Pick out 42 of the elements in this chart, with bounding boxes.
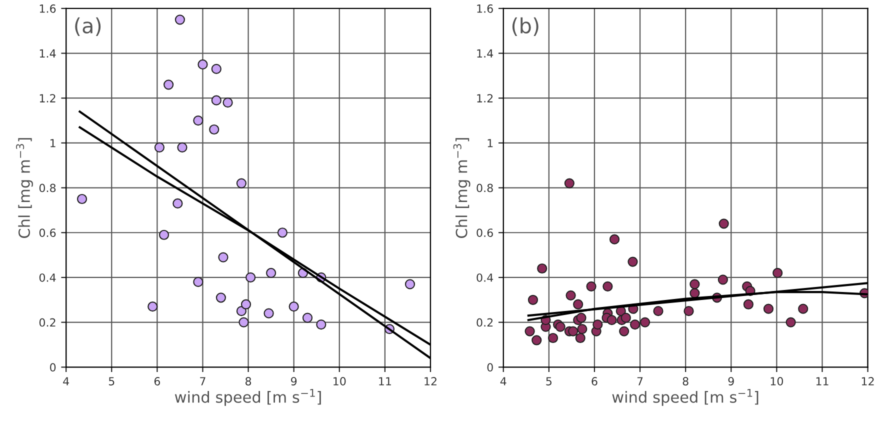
y-tick-label: 1.2 [477,94,493,102]
x-tick-label: 5 [546,377,552,386]
chart-title: (a) [75,17,101,36]
y-tick-label: 0.4 [39,273,56,282]
x-tick-label: 7 [637,377,643,386]
x-tick-label: 12 [862,377,874,386]
y-tick-label: 0 [487,363,493,372]
x-tick-label: 12 [424,377,436,386]
x-tick-label: 10 [770,377,784,386]
y-tick-label: 1.4 [40,49,56,58]
chart-title: (b) [512,17,538,36]
x-tick-label: 9 [291,377,297,386]
y-tick-label: 0.2 [39,318,56,327]
y-tick-label: 1 [50,139,56,148]
x-tick-label: 8 [682,377,688,386]
y-tick-label: 1 [488,139,493,148]
x-tick-label: 11 [379,377,391,386]
x-tick-label: 4 [500,377,506,386]
y-axis-title: Chl [mg m$^{−3}$] [16,138,33,238]
y-tick-label: 0.6 [476,228,493,238]
x-tick-label: 10 [334,377,346,386]
x-tick-label: 8 [246,377,252,386]
y-tick-label: 1.6 [40,4,56,13]
x-tick-label: 9 [728,377,734,386]
y-tick-label: 1.4 [477,49,494,58]
y-tick-label: 0.2 [476,318,493,327]
y-tick-label: 0.6 [39,228,56,238]
x-tick-label: 11 [816,377,828,386]
y-axis-title: Chl [mg m$^{−3}$] [453,138,470,238]
y-tick-label: 0.4 [476,273,494,282]
y-tick-label: 0 [50,363,56,372]
x-tick-label: 6 [592,377,598,386]
x-tick-label: 7 [200,377,206,386]
x-tick-label: 4 [63,377,69,386]
y-tick-label: 0.8 [476,184,493,192]
y-tick-label: 0.8 [39,184,56,192]
x-axis-title: wind speed [m s$^{−1}$] [174,389,321,406]
x-tick-label: 5 [108,377,114,386]
y-tick-label: 1.2 [40,94,56,102]
x-tick-label: 6 [154,377,160,386]
x-axis-title: wind speed [m s$^{−1}$] [612,389,758,406]
y-tick-label: 1.6 [477,4,493,13]
